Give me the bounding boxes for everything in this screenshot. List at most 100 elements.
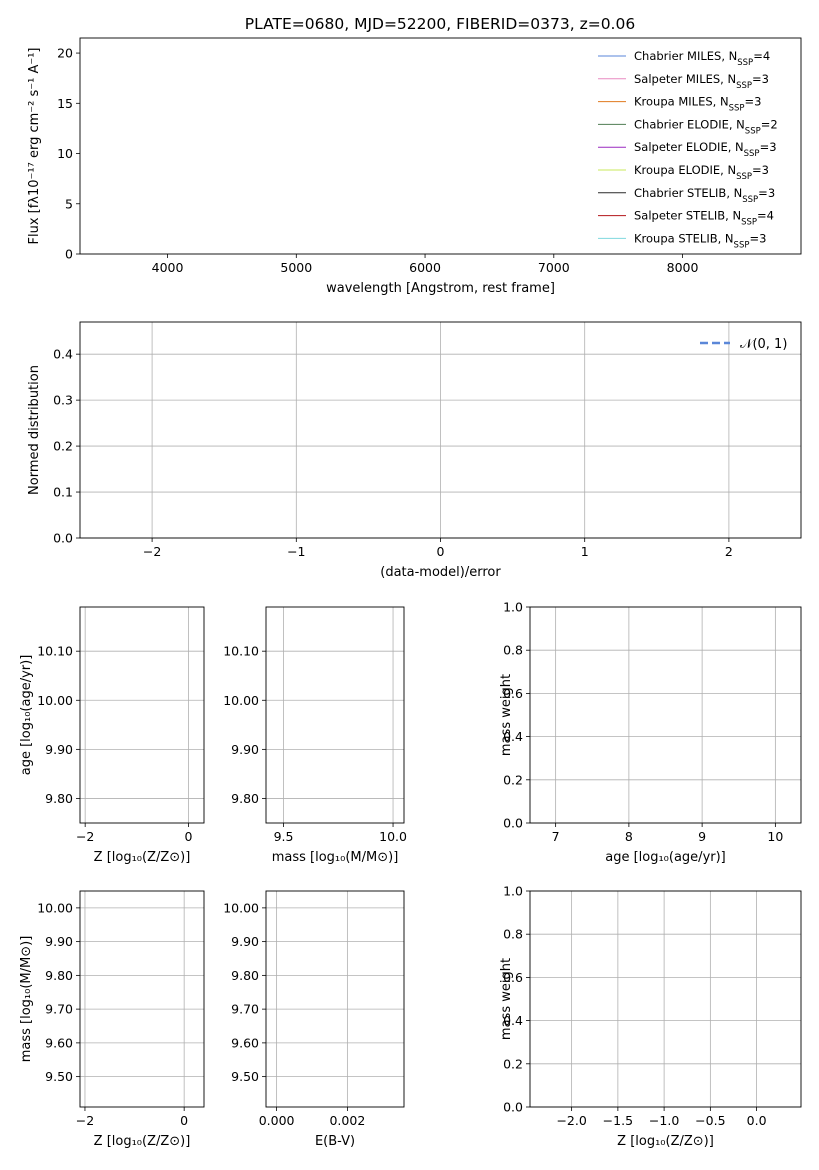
x-tick-label: 2: [725, 544, 733, 559]
axes-frame: [529, 606, 802, 824]
legend-nssp-value: 3: [768, 186, 775, 200]
y-tick-label: 0.2: [53, 439, 73, 454]
y-tick-label: 0.0: [503, 1100, 523, 1115]
panel-spectrum: 4000 5000 6000 7000 8000 0 5 10 15 20 wavelength […: [27, 37, 802, 296]
figure-title: PLATE=0680, MJD=52200, FIBERID=0373, z=0…: [245, 15, 635, 33]
y-axis-label: mass [log₁₀(M/M⊙)]: [19, 936, 34, 1063]
x-tick-label: 7: [552, 829, 560, 844]
x-tick-label: 0: [180, 1113, 188, 1128]
y-tick-label: 1.0: [503, 884, 523, 899]
y-tick-label: 0.0: [503, 816, 523, 831]
y-tick-label: 0.0: [53, 531, 73, 546]
x-tick-label: −2: [76, 829, 94, 844]
legend-nssp-value: 2: [770, 117, 777, 131]
y-tick-label: 5: [65, 196, 73, 211]
axes-background: [80, 607, 204, 823]
legend-series-name: Chabrier STELIB: [634, 186, 726, 200]
y-tick-label: 0.8: [503, 927, 523, 942]
y-tick-label: 9.50: [45, 1069, 73, 1084]
y-tick-label: 9.80: [45, 968, 73, 983]
x-tick-label: 9: [698, 829, 706, 844]
x-tick-label: 0: [437, 544, 445, 559]
y-tick-label: 10.00: [37, 900, 73, 915]
y-tick-label: 0.2: [503, 772, 523, 787]
legend-entry-7: Salpeter STELIB, NSSP=4: [634, 209, 774, 228]
y-tick-label: 15: [57, 96, 73, 111]
legend-nssp-value: 4: [767, 209, 774, 223]
x-axis-label: mass [log₁₀(M/M⊙)]: [272, 850, 399, 865]
x-axis-label: E(B-V): [315, 1134, 355, 1149]
legend-series-name: Kroupa STELIB: [634, 231, 718, 245]
y-axis-label: age [log₁₀(age/yr)]: [19, 655, 34, 776]
y-tick-label: 10.10: [223, 644, 259, 659]
panel-age_vs_mass: 9.5 10.0 9.80 9.90 10.00 10.10 mass [log₁₀(M/M…: [223, 606, 407, 865]
legend-series-name: Chabrier MILES: [634, 49, 721, 63]
legend-series-name: Salpeter STELIB: [634, 209, 725, 223]
spectrum-legend: Chabrier MILES, NSSP=4 Salpeter MILES, NS…: [598, 49, 778, 250]
panel-mass_vs_ebv: 0.000 0.002 9.50 9.60 9.70 9.80 9.90 10.00 E(B-V…: [223, 890, 405, 1149]
x-tick-label: 10: [767, 829, 783, 844]
y-tick-label: 0.4: [53, 347, 73, 362]
x-tick-label: −1: [287, 544, 305, 559]
y-tick-label: 0.4: [503, 729, 523, 744]
axes-background: [266, 607, 404, 823]
legend-series-name: Salpeter ELODIE: [634, 140, 728, 154]
axes-frame: [529, 890, 802, 1108]
axes-background: [80, 891, 204, 1107]
legend-entry-8: Kroupa STELIB, NSSP=3: [634, 231, 766, 250]
x-tick-label: −1.0: [649, 1113, 679, 1128]
axes-background: [530, 607, 801, 823]
legend-series-name: Kroupa MILES: [634, 95, 713, 109]
x-tick-label: 8000: [667, 260, 699, 275]
y-tick-label: 9.60: [231, 1035, 259, 1050]
x-axis-label: age [log₁₀(age/yr)]: [605, 850, 726, 865]
gaussian-legend-label: 𝒩(0, 1): [740, 337, 787, 352]
axes-background: [80, 38, 801, 254]
x-tick-label: −1.5: [603, 1113, 633, 1128]
y-tick-label: 9.80: [231, 968, 259, 983]
axes-background: [530, 891, 801, 1107]
y-tick-label: 9.90: [45, 742, 73, 757]
legend-series-name: Kroupa ELODIE: [634, 163, 720, 177]
y-tick-label: 10.00: [223, 900, 259, 915]
panel-residuals: −2 −1 0 1 2 0.0 0.1 0.2 0.3 0.4 (data-model)/error…: [27, 321, 802, 580]
legend-series-name: Chabrier ELODIE: [634, 117, 729, 131]
legend-nssp-value: 3: [769, 140, 776, 154]
y-axis-label: Flux [fλ10⁻¹⁷ erg cm⁻² s⁻¹ A⁻¹]: [27, 48, 42, 245]
axes-frame: [79, 321, 802, 539]
x-tick-label: 0.002: [329, 1113, 365, 1128]
legend-nssp-value: 3: [759, 231, 766, 245]
x-axis-label: Z [log₁₀(Z/Z⊙)]: [94, 1134, 191, 1149]
y-tick-label: 20: [57, 46, 73, 61]
axes-background: [266, 891, 404, 1107]
panel-massweight_vs_age: 7 8 9 10 0.0 0.2 0.4 0.6 0.8 1.0 age [log₁₀(age/yr…: [499, 600, 802, 865]
legend-nssp-value: 3: [754, 95, 761, 109]
axes-frame: [79, 890, 205, 1108]
legend-nssp-value: 3: [762, 163, 769, 177]
y-axis-label: Normed distribution: [27, 365, 42, 495]
x-tick-label: 7000: [538, 260, 570, 275]
x-tick-label: 9.5: [274, 829, 294, 844]
x-tick-label: −2: [76, 1113, 94, 1128]
legend-series-name: Salpeter MILES: [634, 72, 720, 86]
y-tick-label: 9.90: [231, 934, 259, 949]
y-tick-label: 9.80: [45, 791, 73, 806]
legend-entry-6: Chabrier STELIB, NSSP=3: [634, 186, 775, 205]
y-tick-label: 0.6: [503, 686, 523, 701]
y-axis-label: mass weight: [499, 674, 514, 756]
x-tick-label: 1: [581, 544, 589, 559]
x-axis-label: Z [log₁₀(Z/Z⊙)]: [617, 1134, 714, 1149]
legend-nssp-value: 3: [762, 72, 769, 86]
y-axis-label: mass weight: [499, 958, 514, 1040]
x-tick-label: 4000: [152, 260, 184, 275]
panel-massweight_vs_Z: −2.0 −1.5 −1.0 −0.5 0.0 0.0 0.2 0.4 0.6 0.8 1.0 Z […: [499, 884, 802, 1149]
axes-frame: [79, 606, 205, 824]
y-tick-label: 0.4: [503, 1013, 523, 1028]
y-tick-label: 0.8: [503, 643, 523, 658]
legend-entry-2: Kroupa MILES, NSSP=3: [634, 95, 761, 114]
y-tick-label: 9.50: [231, 1069, 259, 1084]
y-tick-label: 10: [57, 146, 73, 161]
y-tick-label: 10.10: [37, 644, 73, 659]
panel-age_vs_Z: −2 0 9.80 9.90 10.00 10.10 Z [log₁₀(Z/Z⊙)] age …: [19, 606, 205, 865]
